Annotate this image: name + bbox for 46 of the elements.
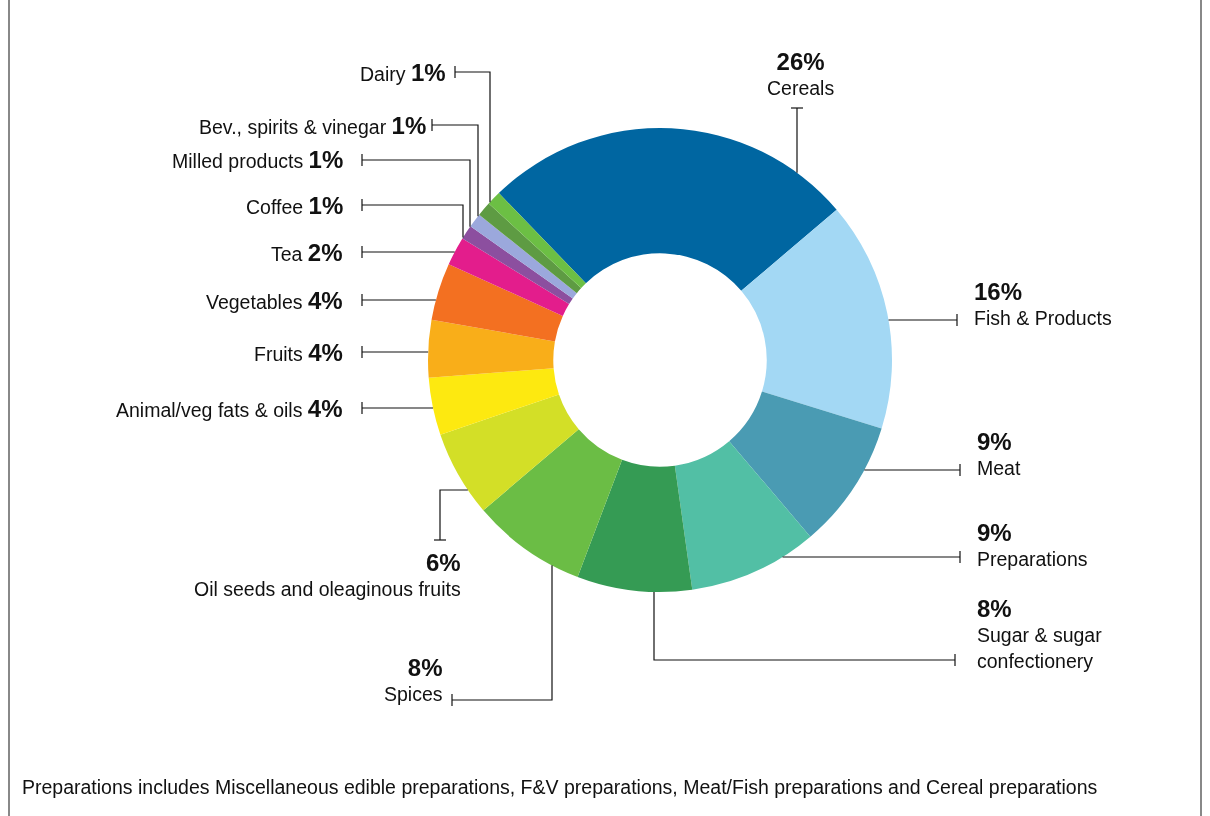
donut-slice bbox=[479, 203, 582, 294]
donut-slice bbox=[470, 214, 577, 299]
data-label: 2% bbox=[307, 239, 343, 266]
donut-slice bbox=[428, 368, 559, 435]
data-label: 1% bbox=[391, 112, 427, 139]
slice-label: Preparations bbox=[977, 548, 1088, 571]
data-label: 8% bbox=[977, 595, 1012, 622]
data-label: 1% bbox=[410, 59, 446, 86]
donut-slice bbox=[440, 394, 579, 511]
slice-label: Coffee bbox=[246, 196, 304, 218]
data-label: 9% bbox=[977, 428, 1012, 455]
donut-slice bbox=[431, 264, 563, 342]
slice-label: Sugar & sugar confectionery bbox=[977, 624, 1103, 672]
slice-label: Oil seeds and oleaginous fruits bbox=[194, 578, 461, 601]
data-label: 1% bbox=[308, 192, 344, 219]
slice-label: Vegetables bbox=[206, 291, 303, 313]
donut-slice bbox=[448, 238, 570, 316]
slice-label: Cereals bbox=[767, 77, 835, 100]
slice-label: Fish & Products bbox=[974, 307, 1112, 330]
slice-label: Animal/veg fats & oils bbox=[116, 399, 303, 421]
data-label: 8% bbox=[407, 654, 443, 681]
donut-slice bbox=[462, 226, 573, 305]
donut-slice bbox=[483, 429, 623, 577]
data-label: 4% bbox=[307, 287, 343, 314]
donut-slice bbox=[488, 193, 586, 289]
data-label: 9% bbox=[977, 519, 1012, 546]
slice-label: Milled products bbox=[172, 150, 304, 172]
data-label: 16% bbox=[974, 278, 1023, 305]
text: Preparations includes Miscellaneous edible preparations, F&V preparations, Meat/Fish preparations and Cereal preparations bbox=[22, 776, 1098, 798]
slice-label: Tea bbox=[271, 243, 303, 265]
data-label: 1% bbox=[308, 146, 344, 173]
slice-label: Fruits bbox=[254, 343, 303, 365]
slice-label: Dairy bbox=[360, 63, 406, 85]
data-label: 4% bbox=[307, 395, 343, 422]
slice-label: Spices bbox=[384, 683, 443, 706]
donut-slice bbox=[674, 441, 811, 590]
donut-slice bbox=[498, 128, 837, 291]
donut-slice bbox=[729, 391, 882, 537]
data-label: 26% bbox=[776, 48, 825, 75]
data-label: 6% bbox=[425, 549, 461, 576]
donut-slice bbox=[428, 319, 555, 378]
slice-label: Meat bbox=[977, 457, 1021, 480]
donut-slice bbox=[741, 209, 892, 429]
data-label: 4% bbox=[308, 339, 343, 366]
donut-slice bbox=[577, 459, 693, 592]
slice-label: Bev., spirits & vinegar bbox=[199, 116, 387, 138]
